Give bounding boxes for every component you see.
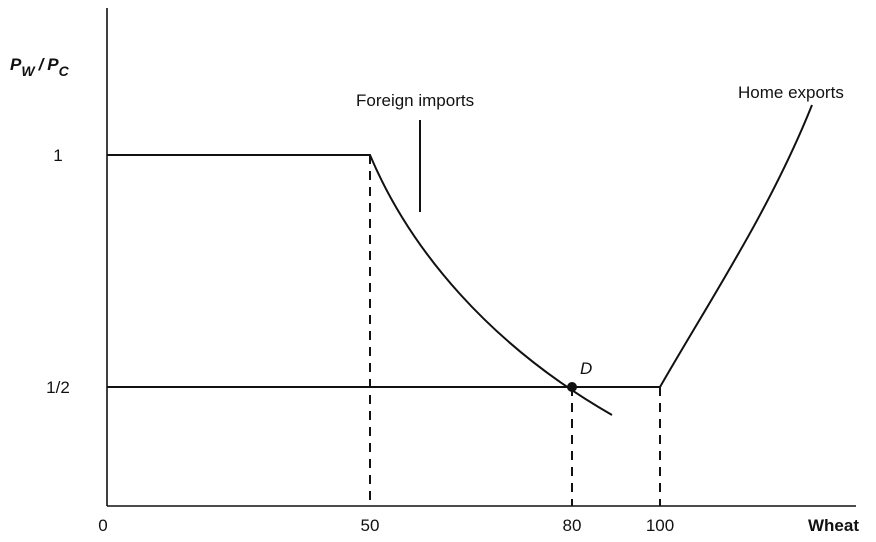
home-exports-curve (107, 104, 813, 388)
curve-label: Foreign imports (356, 91, 474, 110)
curve-label: Home exports (738, 83, 844, 102)
x-tick-label: 80 (563, 516, 582, 535)
x-tick-label: 50 (361, 516, 380, 535)
y-tick-label: 1/2 (46, 378, 70, 397)
y-axis-label: PW / PC (10, 55, 70, 79)
point-marker (567, 382, 577, 392)
x-axis-label: Wheat (808, 516, 859, 535)
point-label: D (580, 359, 592, 378)
y-tick-label: 1 (53, 146, 62, 165)
foreign-imports-curve (107, 154, 613, 416)
x-tick-label: 100 (646, 516, 674, 535)
x-tick-label: 0 (98, 516, 107, 535)
